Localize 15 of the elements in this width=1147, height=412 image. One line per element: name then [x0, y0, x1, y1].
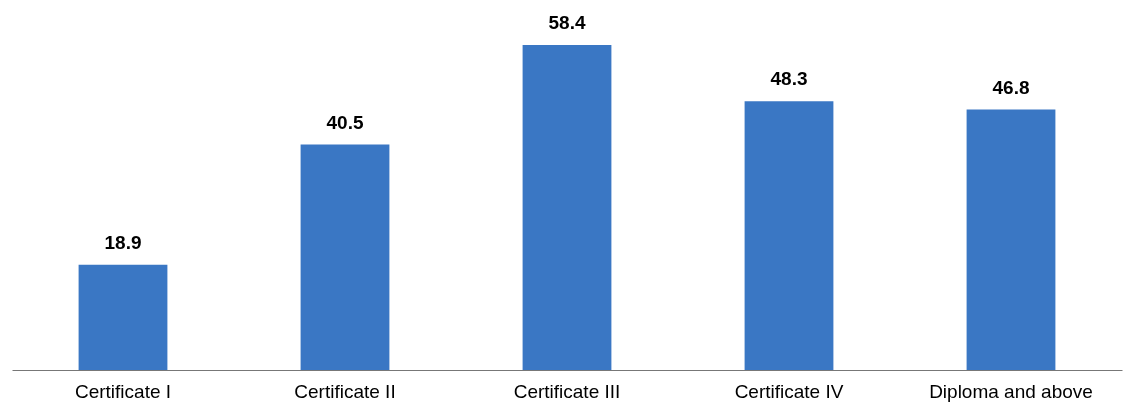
- bar: [522, 45, 612, 370]
- x-tick-label: Certificate I: [74, 380, 172, 402]
- x-tick-label: Certificate IV: [734, 380, 844, 402]
- bar: [78, 264, 168, 370]
- data-label: 40.5: [326, 111, 364, 133]
- data-label: 58.4: [548, 12, 586, 33]
- data-label: 48.3: [770, 68, 808, 90]
- bar: [744, 101, 834, 370]
- bar: [966, 109, 1056, 370]
- data-label: 18.9: [104, 231, 142, 253]
- x-tick-label: Certificate II: [294, 380, 396, 402]
- bar: [300, 144, 390, 370]
- x-tick-label: Diploma and above: [929, 380, 1093, 402]
- data-label: 46.8: [992, 76, 1030, 98]
- x-tick-label: Certificate III: [513, 380, 621, 402]
